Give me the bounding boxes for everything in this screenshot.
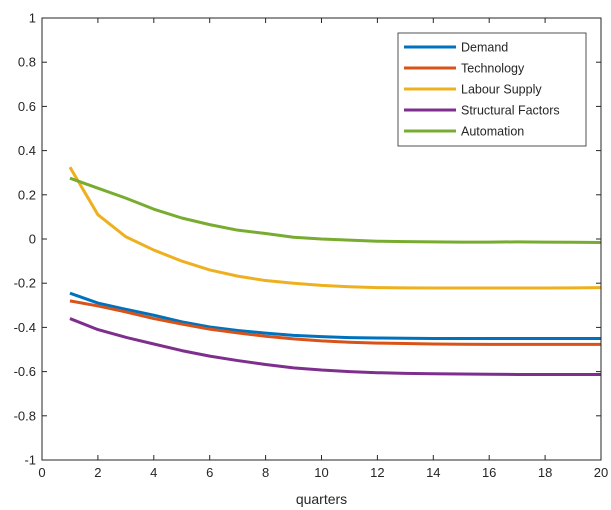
series-line-demand [69,291,601,340]
x-tick-label: 6 [206,465,213,480]
y-tick-label: -0.8 [14,408,36,423]
y-tick-label: 0.4 [18,143,36,158]
x-tick-label: 12 [370,465,384,480]
series-layer [68,166,602,376]
y-tick-label: 1 [29,11,36,26]
y-tick-label: -1 [24,453,36,468]
x-tick-label: 20 [594,465,608,480]
legend: Demand Technology Labour Supply Structural … [397,32,587,147]
y-tick-label: 0.2 [18,187,36,202]
x-tick-label: 18 [538,465,552,480]
tick-labels-layer: 0 2 4 6 8 10 12 14 16 18 20 -1 -0.8 -0.6 -0.4 -0.2 0 0.2 0… [14,11,609,481]
x-tick-label: 4 [150,465,157,480]
x-tick-label: 16 [482,465,496,480]
series-line-technology [69,299,601,346]
y-tick-label: -0.6 [14,364,36,379]
legend-label-automation: Automation [461,125,524,139]
plot-frame [41,17,602,461]
x-tick-label: 14 [426,465,440,480]
x-tick-label: 0 [38,465,45,480]
legend-label-structural-factors: Structural Factors [461,104,560,118]
x-tick-label: 10 [314,465,328,480]
y-tick-label: 0.6 [18,99,36,114]
x-tick-label: 2 [94,465,101,480]
x-axis-label: quarters [296,491,347,507]
legend-label-technology: Technology [461,62,525,76]
y-tick-label: 0.8 [18,55,36,70]
y-tick-label: 0 [29,232,36,247]
series-line-labour-supply [68,166,602,290]
y-tick-label: -0.2 [14,276,36,291]
legend-label-demand: Demand [461,41,508,55]
series-line-structural-factors [69,317,601,376]
y-tick-label: -0.4 [14,320,36,335]
legend-label-labour-supply: Labour Supply [461,83,542,97]
x-tick-label: 8 [262,465,269,480]
series-line-automation [69,176,602,245]
